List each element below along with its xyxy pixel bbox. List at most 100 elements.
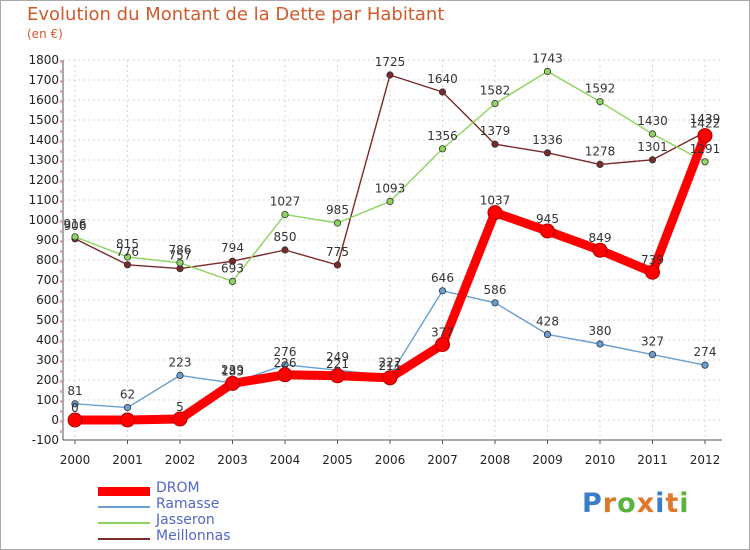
data-point-drom: [67, 412, 83, 428]
y-tick-label: 700: [36, 273, 59, 287]
data-label-drom: 1037: [480, 194, 511, 208]
y-tick-label: 300: [36, 353, 59, 367]
data-label-drom: 945: [536, 212, 559, 226]
data-point-jasseron: [596, 98, 604, 106]
data-labels: 0 5 183 226 221 211 377 1037 945 849 739 1422 81 62 22…: [64, 51, 721, 415]
data-point-drom: [225, 375, 240, 391]
x-tick-label: 2003: [217, 453, 248, 467]
data-label-ramasse: 274: [694, 345, 717, 359]
data-label-ramasse: 223: [169, 355, 192, 369]
data-point-drom: [435, 337, 450, 353]
data-label-ramasse: 276: [274, 345, 297, 359]
data-label-meillonnas: 1379: [480, 124, 511, 138]
data-point-meillonnas: [648, 156, 657, 164]
legend: DROM Ramasse Jasseron Meillonnas: [98, 480, 298, 547]
logo-letter: i: [655, 488, 666, 519]
y-tick-label: 1300: [28, 153, 59, 167]
x-tick-label: 2000: [60, 453, 91, 467]
data-point-ramasse: [491, 299, 499, 307]
y-tick-label: 800: [36, 253, 59, 267]
data-point-drom: [382, 370, 398, 386]
data-label-meillonnas: 775: [326, 245, 349, 259]
data-label-jasseron: 815: [116, 237, 139, 251]
data-point-meillonnas: [596, 160, 604, 168]
data-label-jasseron: 1291: [690, 142, 721, 156]
data-label-meillonnas: 794: [221, 241, 244, 255]
legend-swatch: [98, 506, 150, 508]
legend-label: Ramasse: [156, 496, 220, 512]
data-point-jasseron: [176, 259, 184, 267]
data-label-jasseron: 1430: [637, 114, 668, 128]
data-label-jasseron: 1027: [270, 195, 301, 209]
data-label-meillonnas: 1336: [532, 133, 563, 147]
data-label-drom: 0: [71, 401, 79, 415]
legend-item-jasseron: Jasseron: [98, 512, 298, 531]
data-label-drom: 221: [326, 357, 349, 371]
data-point-drom: [645, 264, 660, 280]
data-label-drom: 739: [641, 253, 664, 267]
x-tick-label: 2009: [532, 453, 563, 467]
y-tick-label: 100: [36, 393, 59, 407]
data-label-ramasse: 586: [484, 283, 507, 297]
data-point-jasseron: [701, 158, 709, 166]
y-tick-label: 600: [36, 293, 59, 307]
y-tick-label: 1100: [28, 193, 59, 207]
y-tick-label: 1500: [28, 113, 59, 127]
y-tick-label: 0: [51, 413, 59, 427]
y-tick-label: 500: [36, 313, 59, 327]
data-point-ramasse: [701, 361, 709, 369]
proxiti-logo: Proxiti: [582, 488, 690, 519]
legend-label: Jasseron: [156, 512, 215, 528]
y-tick-label: 200: [36, 373, 59, 387]
data-label-drom: 183: [221, 364, 244, 378]
data-label-jasseron: 1743: [532, 51, 563, 65]
data-label-drom: 377: [431, 326, 454, 340]
chart-unit: (en €): [27, 27, 63, 41]
data-label-drom: 226: [274, 356, 297, 370]
y-tick-label: 1400: [28, 133, 59, 147]
y-tick-label: 900: [36, 233, 59, 247]
data-point-drom: [277, 367, 293, 383]
data-point-meillonnas: [228, 257, 237, 265]
data-label-meillonnas: 850: [274, 230, 297, 244]
data-label-jasseron: 985: [326, 203, 349, 217]
legend-label: DROM: [156, 480, 200, 496]
x-tick-label: 2008: [480, 453, 511, 467]
x-tick-label: 2002: [165, 453, 196, 467]
data-label-meillonnas: 1301: [637, 140, 668, 154]
data-label-jasseron: 786: [169, 243, 192, 257]
data-point-meillonnas: [333, 261, 342, 269]
y-tick-label: 1800: [28, 53, 59, 67]
data-point-meillonnas: [386, 71, 394, 79]
data-label-ramasse: 222: [379, 356, 402, 370]
data-label-drom: 1422: [690, 117, 721, 131]
data-label-ramasse: 239: [221, 363, 244, 377]
x-tick-label: 2007: [427, 453, 458, 467]
data-label-meillonnas: 1278: [585, 144, 616, 158]
logo-letter: P: [582, 488, 603, 519]
data-point-drom: [172, 411, 188, 427]
data-label-drom: 5: [176, 400, 184, 414]
data-point-drom: [697, 128, 713, 144]
data-label-meillonnas: 1640: [427, 72, 458, 86]
data-point-jasseron: [543, 67, 552, 76]
y-tick-label: 1200: [28, 173, 59, 187]
series-lines: [67, 67, 713, 428]
x-tick-label: 2012: [690, 453, 721, 467]
logo-letter: t: [665, 488, 680, 519]
legend-swatch: [98, 522, 150, 524]
y-tick-label: 1600: [28, 93, 59, 107]
data-point-drom: [487, 205, 503, 221]
data-label-meillonnas: 1439: [690, 112, 721, 126]
data-point-jasseron: [71, 233, 79, 241]
data-point-jasseron: [123, 253, 132, 261]
data-label-ramasse: 81: [67, 384, 82, 398]
x-tick-label: 2006: [375, 453, 406, 467]
data-point-drom: [330, 368, 345, 384]
data-label-jasseron: 916: [64, 217, 87, 231]
y-tick-label: -100: [32, 433, 59, 447]
data-point-jasseron: [648, 130, 657, 138]
axes: -100 0 100 200 300 400 500 600 700 800 900 1000 1100…: [28, 53, 722, 467]
data-point-ramasse: [596, 340, 604, 348]
